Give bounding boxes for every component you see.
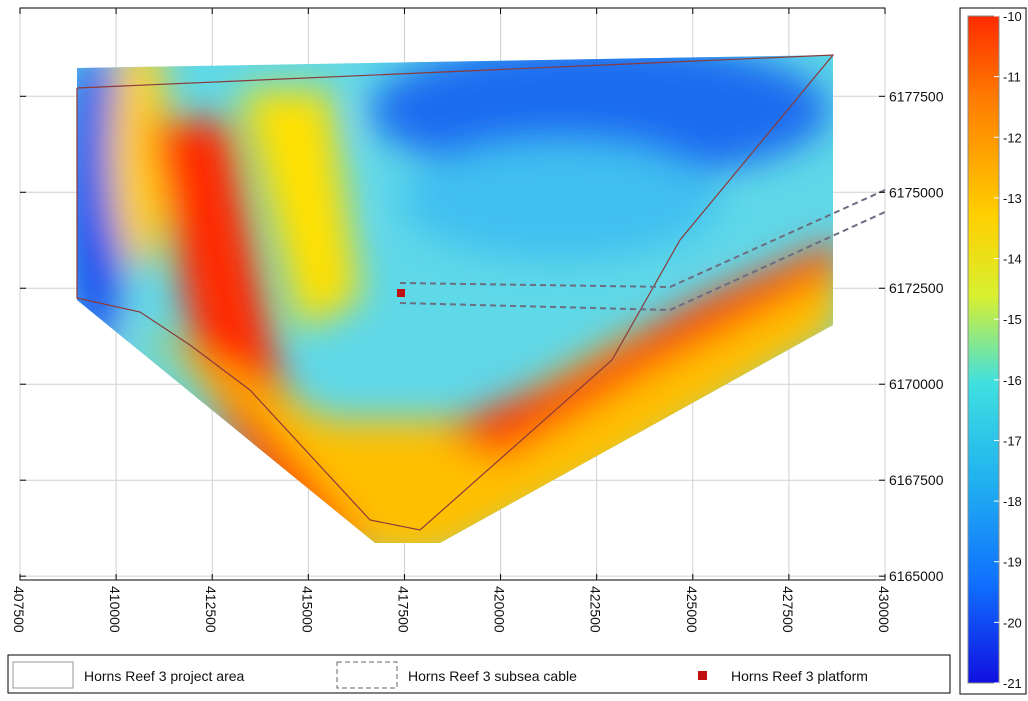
y-tick-label: 6170000 (889, 376, 944, 392)
legend-swatch (698, 671, 707, 680)
colorbar-label: -20 (1003, 615, 1022, 630)
legend-swatch (336, 661, 398, 689)
x-tick-label: 425000 (684, 586, 700, 633)
x-tick-label: 417500 (395, 586, 411, 633)
colorbar-frame (959, 7, 1027, 695)
legend-swatch (12, 661, 74, 689)
legend: Horns Reef 3 project area Horns Reef 3 s… (7, 654, 951, 694)
colorbar-label: -19 (1003, 555, 1022, 570)
x-tick-label: 410000 (107, 586, 123, 633)
x-tick-label: 415000 (299, 586, 315, 633)
x-tick-label: 407500 (11, 586, 27, 633)
platform (397, 289, 405, 297)
subsea-cable (399, 189, 886, 312)
legend-label: Horns Reef 3 subsea cable (408, 668, 577, 684)
colorbar (967, 15, 1000, 684)
colorbar-label: -10 (1003, 9, 1022, 24)
colorbar-label: -12 (1003, 130, 1022, 145)
x-tick-label: 422500 (588, 586, 604, 633)
colorbar-label: -15 (1003, 312, 1022, 327)
y-tick-label: 6167500 (889, 472, 944, 488)
y-tick-label: 6175000 (889, 184, 944, 200)
colorbar-label: -21 (1003, 676, 1022, 691)
y-tick-label: 6177500 (889, 88, 944, 104)
x-tick-label: 412500 (203, 586, 219, 633)
colorbar-label: -18 (1003, 494, 1022, 509)
legend-frame (7, 654, 951, 694)
colorbar-label: -13 (1003, 191, 1022, 206)
y-tick-label: 6172500 (889, 280, 944, 296)
x-tick-label: 430000 (876, 586, 892, 633)
legend-label: Horns Reef 3 project area (84, 668, 245, 684)
colorbar-label: -17 (1003, 433, 1022, 448)
x-tick-label: 427500 (780, 586, 796, 633)
y-tick-label: 6165000 (889, 568, 944, 584)
project-area-outline (76, 54, 835, 531)
colorbar-label: -16 (1003, 373, 1022, 388)
x-tick-label: 420000 (492, 586, 508, 633)
colorbar-label: -14 (1003, 252, 1022, 267)
legend-label: Horns Reef 3 platform (731, 668, 868, 684)
colorbar-label: -11 (1003, 70, 1021, 85)
